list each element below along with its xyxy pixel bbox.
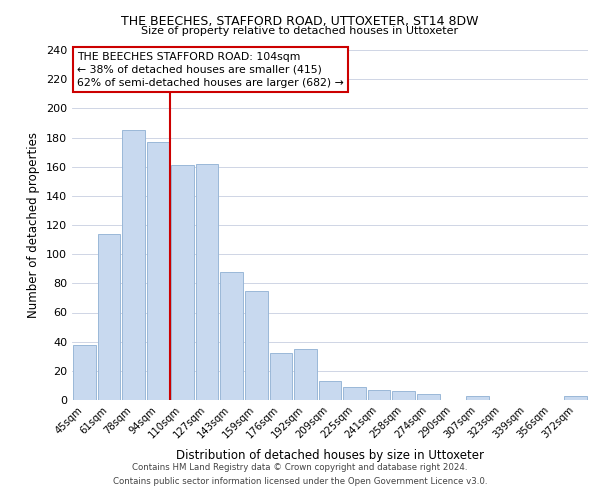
Text: THE BEECHES, STAFFORD ROAD, UTTOXETER, ST14 8DW: THE BEECHES, STAFFORD ROAD, UTTOXETER, S… — [121, 14, 479, 28]
Bar — [368, 390, 391, 400]
Bar — [245, 290, 268, 400]
Bar — [417, 394, 440, 400]
Bar — [73, 344, 95, 400]
Text: THE BEECHES STAFFORD ROAD: 104sqm
← 38% of detached houses are smaller (415)
62%: THE BEECHES STAFFORD ROAD: 104sqm ← 38% … — [77, 52, 344, 88]
Bar — [466, 396, 489, 400]
Bar — [171, 165, 194, 400]
Bar — [220, 272, 243, 400]
Text: Size of property relative to detached houses in Uttoxeter: Size of property relative to detached ho… — [142, 26, 458, 36]
Text: Contains HM Land Registry data © Crown copyright and database right 2024.: Contains HM Land Registry data © Crown c… — [132, 464, 468, 472]
Y-axis label: Number of detached properties: Number of detached properties — [28, 132, 40, 318]
Bar — [98, 234, 120, 400]
Bar — [196, 164, 218, 400]
X-axis label: Distribution of detached houses by size in Uttoxeter: Distribution of detached houses by size … — [176, 449, 484, 462]
Bar — [269, 354, 292, 400]
Bar — [392, 391, 415, 400]
Bar — [122, 130, 145, 400]
Text: Contains public sector information licensed under the Open Government Licence v3: Contains public sector information licen… — [113, 477, 487, 486]
Bar — [565, 396, 587, 400]
Bar — [343, 387, 366, 400]
Bar — [319, 381, 341, 400]
Bar — [146, 142, 169, 400]
Bar — [294, 349, 317, 400]
